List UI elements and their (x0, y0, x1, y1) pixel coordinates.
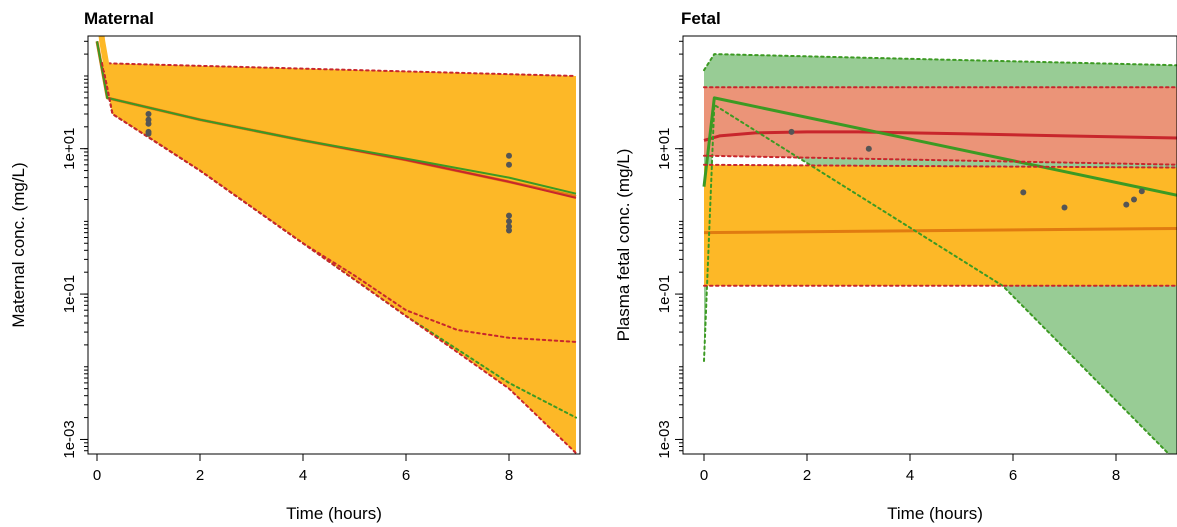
observed-point (1138, 188, 1145, 195)
x-tick-label: 8 (505, 467, 513, 484)
maternal-title: Maternal (84, 9, 154, 28)
x-tick-label: 0 (700, 467, 708, 484)
series-line-6 (101, 62, 577, 454)
series-line-7 (98, 36, 111, 71)
observed-point (145, 116, 152, 123)
fetal-series (702, 53, 1177, 454)
maternal-bands (102, 63, 576, 454)
maternal-y-axis-label: Maternal conc. (mg/L) (9, 162, 28, 327)
observed-point (788, 128, 795, 135)
series-line-1 (703, 226, 1177, 235)
x-tick-label: 6 (1009, 467, 1017, 484)
series-line-6 (703, 154, 1177, 166)
x-tick-label: 2 (803, 467, 811, 484)
x-tick-label: 4 (299, 467, 307, 484)
fetal-plot-box (682, 35, 1177, 455)
fetal-y-axis-label: Plasma fetal conc. (mg/L) (614, 149, 633, 342)
fetal-bands (704, 54, 1177, 454)
maternal-ticks: 0 2 4 6 8 1e-03 1e-01 1e+01 (61, 40, 513, 484)
observed-point (1020, 189, 1027, 196)
fetal-title: Fetal (681, 9, 721, 28)
x-tick-label: 6 (402, 467, 410, 484)
maternal-plot-area (95, 36, 577, 454)
observed-point (1123, 201, 1130, 208)
x-tick-label: 8 (1112, 467, 1120, 484)
maternal-points (145, 111, 512, 234)
observed-point (145, 111, 152, 117)
y-tick-label: 1e+01 (61, 128, 78, 170)
observed-point (506, 152, 512, 159)
series-line-2 (96, 41, 577, 195)
y-tick-label: 1e-03 (61, 420, 78, 458)
y-tick-label: 1e-01 (61, 275, 78, 313)
maternal-panel: Maternal 0 2 4 6 8 1e-03 1e-01 1e+01 Time (hour… (9, 9, 581, 523)
series-line-4 (703, 103, 1171, 454)
observed-point (506, 227, 512, 234)
x-tick-label: 2 (196, 467, 204, 484)
y-tick-label: 1e-03 (656, 420, 673, 458)
band-1 (704, 87, 1177, 165)
x-tick-label: 4 (906, 467, 914, 484)
series-line-2 (702, 96, 1177, 197)
observed-point (865, 145, 872, 152)
series-line-7 (703, 163, 1177, 169)
fetal-plot-area (702, 53, 1177, 454)
observed-point (506, 212, 512, 219)
observed-point (1131, 196, 1137, 203)
maternal-series (95, 36, 577, 454)
band-0 (102, 63, 576, 454)
maternal-x-axis-label: Time (hours) (286, 504, 382, 523)
series-line-3 (703, 53, 1177, 72)
observed-point (145, 120, 152, 127)
series-line-5 (101, 62, 577, 77)
fetal-ticks: 0 2 4 6 8 1e-03 1e-01 1e+01 (656, 40, 1120, 484)
x-tick-label: 0 (93, 467, 101, 484)
observed-point (1061, 204, 1068, 211)
observed-point (506, 161, 512, 168)
fetal-x-axis-label: Time (hours) (887, 504, 983, 523)
band-2 (704, 164, 1177, 286)
y-tick-label: 1e-01 (656, 275, 673, 313)
fetal-points (788, 128, 1145, 211)
series-line-0 (703, 130, 1177, 142)
maternal-plot-box (87, 35, 581, 455)
observed-point (506, 218, 512, 225)
observed-point (145, 130, 152, 137)
y-tick-label: 1e+01 (656, 128, 673, 170)
